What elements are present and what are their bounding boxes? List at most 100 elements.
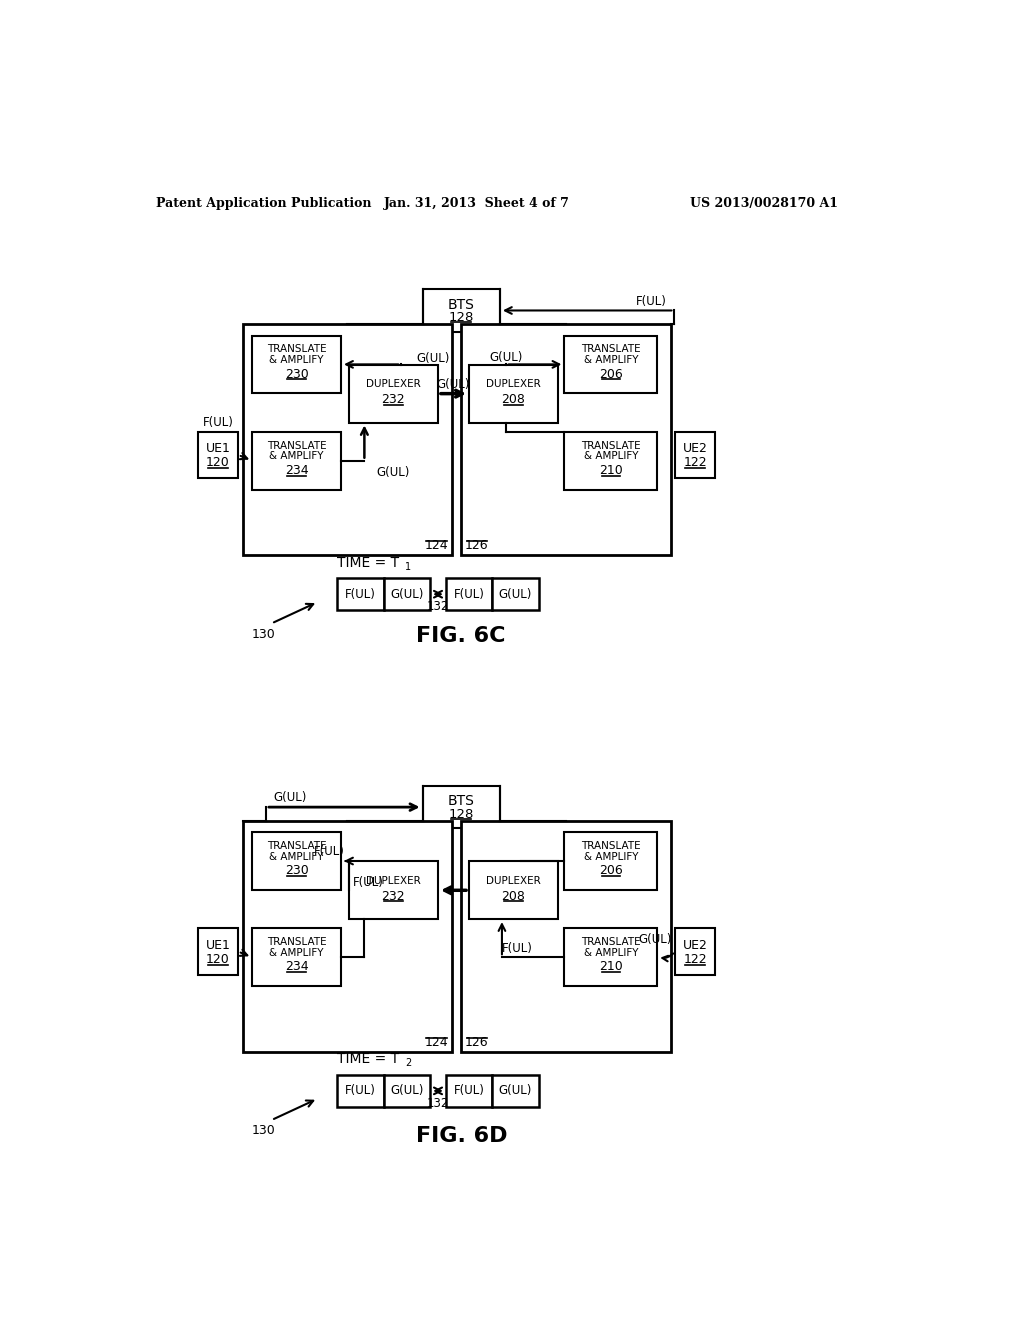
Text: 126: 126 xyxy=(465,1036,488,1049)
Bar xyxy=(337,578,384,610)
Text: 206: 206 xyxy=(599,865,623,878)
Text: Patent Application Publication: Patent Application Publication xyxy=(156,197,372,210)
Bar xyxy=(252,832,341,890)
Bar xyxy=(445,578,493,610)
Bar xyxy=(675,928,716,974)
Bar xyxy=(675,432,716,478)
Text: 132: 132 xyxy=(427,601,450,612)
Text: & AMPLIFY: & AMPLIFY xyxy=(269,851,324,862)
Text: 122: 122 xyxy=(683,455,708,469)
Text: 126: 126 xyxy=(465,539,488,552)
Text: 132: 132 xyxy=(427,1097,450,1110)
Text: FIG. 6C: FIG. 6C xyxy=(417,626,506,645)
Text: 120: 120 xyxy=(206,455,229,469)
Text: 122: 122 xyxy=(683,953,708,966)
Bar xyxy=(461,323,671,554)
Text: F(UL): F(UL) xyxy=(314,845,345,858)
Text: 210: 210 xyxy=(599,463,623,477)
Text: TIME = T: TIME = T xyxy=(337,1052,399,1067)
Text: G(UL): G(UL) xyxy=(499,1084,532,1097)
Text: & AMPLIFY: & AMPLIFY xyxy=(269,451,324,462)
Text: G(UL): G(UL) xyxy=(638,933,672,946)
Text: G(UL): G(UL) xyxy=(376,466,410,479)
Text: DUPLEXER: DUPLEXER xyxy=(486,875,541,886)
Bar xyxy=(198,432,238,478)
Text: FIG. 6D: FIG. 6D xyxy=(416,1126,507,1146)
Text: DUPLEXER: DUPLEXER xyxy=(366,875,421,886)
Text: 128: 128 xyxy=(449,312,474,325)
Text: US 2013/0028170 A1: US 2013/0028170 A1 xyxy=(689,197,838,210)
Bar xyxy=(349,862,438,919)
Bar xyxy=(493,578,539,610)
Text: TRANSLATE: TRANSLATE xyxy=(266,345,327,354)
Text: 210: 210 xyxy=(599,961,623,973)
Text: 208: 208 xyxy=(502,890,525,903)
Bar xyxy=(445,1074,493,1107)
Text: TRANSLATE: TRANSLATE xyxy=(266,937,327,948)
Text: 230: 230 xyxy=(285,367,308,380)
Text: F(UL): F(UL) xyxy=(345,587,376,601)
Text: 2: 2 xyxy=(406,1059,412,1068)
Text: F(UL): F(UL) xyxy=(502,941,532,954)
Text: UE2: UE2 xyxy=(683,442,708,455)
Text: 208: 208 xyxy=(502,393,525,407)
Text: 130: 130 xyxy=(252,628,275,640)
Text: BTS: BTS xyxy=(447,298,475,312)
Text: DUPLEXER: DUPLEXER xyxy=(366,379,421,389)
Bar xyxy=(469,364,558,422)
Bar xyxy=(493,1074,539,1107)
Bar xyxy=(423,785,500,829)
Text: 232: 232 xyxy=(382,890,406,903)
Text: BTS: BTS xyxy=(447,795,475,808)
Bar xyxy=(198,928,238,974)
Text: 120: 120 xyxy=(206,953,229,966)
Text: UE1: UE1 xyxy=(206,939,230,952)
Bar xyxy=(243,323,452,554)
Text: TRANSLATE: TRANSLATE xyxy=(581,441,641,450)
Text: 230: 230 xyxy=(285,865,308,878)
Text: G(UL): G(UL) xyxy=(273,792,307,804)
Text: & AMPLIFY: & AMPLIFY xyxy=(584,451,638,462)
Text: TRANSLATE: TRANSLATE xyxy=(581,841,641,851)
Text: TRANSLATE: TRANSLATE xyxy=(581,345,641,354)
Text: & AMPLIFY: & AMPLIFY xyxy=(584,851,638,862)
Bar xyxy=(384,578,430,610)
Bar xyxy=(564,335,657,393)
Text: 234: 234 xyxy=(285,961,308,973)
Text: TRANSLATE: TRANSLATE xyxy=(266,441,327,450)
Text: TRANSLATE: TRANSLATE xyxy=(581,937,641,948)
Text: UE1: UE1 xyxy=(206,442,230,455)
Text: 124: 124 xyxy=(425,539,449,552)
Text: TIME = T: TIME = T xyxy=(337,556,399,570)
Text: TRANSLATE: TRANSLATE xyxy=(266,841,327,851)
Bar xyxy=(243,821,452,1052)
Bar xyxy=(461,821,671,1052)
Text: G(UL): G(UL) xyxy=(437,378,470,391)
Text: Jan. 31, 2013  Sheet 4 of 7: Jan. 31, 2013 Sheet 4 of 7 xyxy=(384,197,569,210)
Bar xyxy=(564,928,657,986)
Text: 206: 206 xyxy=(599,367,623,380)
Bar xyxy=(337,1074,384,1107)
Text: G(UL): G(UL) xyxy=(417,352,451,366)
Text: UE2: UE2 xyxy=(683,939,708,952)
Text: & AMPLIFY: & AMPLIFY xyxy=(584,948,638,958)
Text: F(UL): F(UL) xyxy=(454,587,484,601)
Text: 234: 234 xyxy=(285,463,308,477)
Text: G(UL): G(UL) xyxy=(390,1084,424,1097)
Bar xyxy=(252,335,341,393)
Text: 124: 124 xyxy=(425,1036,449,1049)
Text: G(UL): G(UL) xyxy=(390,587,424,601)
Text: G(UL): G(UL) xyxy=(499,587,532,601)
Text: & AMPLIFY: & AMPLIFY xyxy=(269,948,324,958)
Bar xyxy=(564,432,657,490)
Text: 130: 130 xyxy=(252,1125,275,1138)
Bar xyxy=(564,832,657,890)
Bar xyxy=(252,432,341,490)
Bar xyxy=(252,928,341,986)
Text: G(UL): G(UL) xyxy=(489,351,522,363)
Text: F(UL): F(UL) xyxy=(203,416,233,429)
Text: F(UL): F(UL) xyxy=(345,1084,376,1097)
Bar xyxy=(469,862,558,919)
Text: F(UL): F(UL) xyxy=(352,876,384,890)
Text: 128: 128 xyxy=(449,808,474,821)
